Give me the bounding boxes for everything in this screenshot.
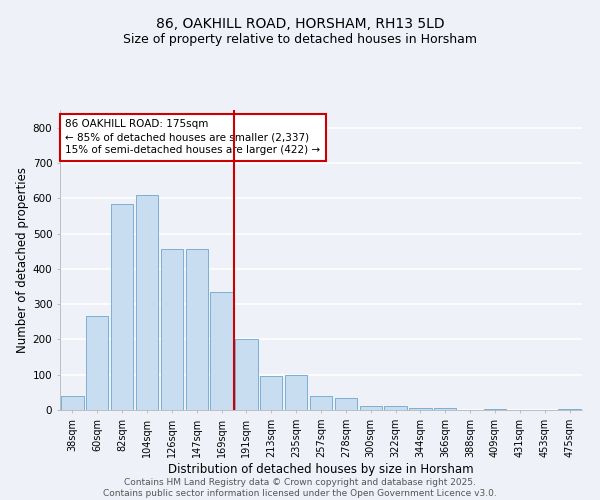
Text: 86, OAKHILL ROAD, HORSHAM, RH13 5LD: 86, OAKHILL ROAD, HORSHAM, RH13 5LD xyxy=(155,18,445,32)
Bar xyxy=(335,398,357,410)
Text: Size of property relative to detached houses in Horsham: Size of property relative to detached ho… xyxy=(123,32,477,46)
Bar xyxy=(434,408,457,410)
Bar xyxy=(61,396,83,410)
Y-axis label: Number of detached properties: Number of detached properties xyxy=(16,167,29,353)
Bar xyxy=(86,316,109,410)
Text: Contains HM Land Registry data © Crown copyright and database right 2025.
Contai: Contains HM Land Registry data © Crown c… xyxy=(103,478,497,498)
X-axis label: Distribution of detached houses by size in Horsham: Distribution of detached houses by size … xyxy=(168,462,474,475)
Bar xyxy=(559,409,581,410)
Bar xyxy=(161,250,183,410)
Bar xyxy=(484,409,506,410)
Bar xyxy=(310,396,332,410)
Bar xyxy=(185,250,208,410)
Bar xyxy=(260,376,283,410)
Bar xyxy=(211,292,233,410)
Bar xyxy=(385,406,407,410)
Bar xyxy=(409,408,431,410)
Bar xyxy=(136,194,158,410)
Bar xyxy=(235,340,257,410)
Text: 86 OAKHILL ROAD: 175sqm
← 85% of detached houses are smaller (2,337)
15% of semi: 86 OAKHILL ROAD: 175sqm ← 85% of detache… xyxy=(65,119,320,156)
Bar xyxy=(111,204,133,410)
Bar xyxy=(359,406,382,410)
Bar xyxy=(285,374,307,410)
